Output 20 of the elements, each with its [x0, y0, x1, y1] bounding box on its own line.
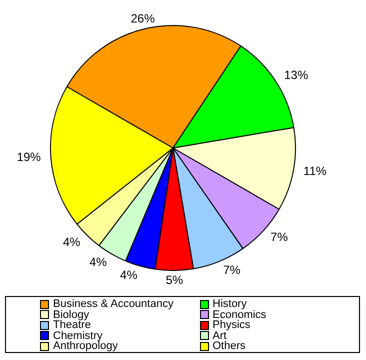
data-label: 7% — [270, 230, 288, 244]
data-label: 4% — [89, 255, 108, 270]
legend-label: Economics — [212, 308, 266, 320]
data-label: 13% — [284, 68, 308, 82]
data-label: 11% — [303, 164, 327, 178]
legend-label: Biology — [53, 308, 90, 320]
legend-label: Business & Accountancy — [53, 298, 174, 310]
legend-label: Theatre — [53, 319, 91, 331]
data-label: 19% — [16, 150, 42, 164]
data-label: 26% — [130, 11, 156, 26]
legend-label: Art — [212, 330, 227, 342]
data-label: 4% — [62, 234, 81, 249]
legend-label: Chemistry — [53, 330, 103, 342]
data-label: 4% — [120, 268, 138, 282]
legend-label: Others — [212, 340, 246, 352]
legend-label: Physics — [212, 319, 250, 331]
data-label: 5% — [166, 272, 184, 287]
legend-label: Anthropology — [53, 340, 118, 352]
data-label: 7% — [223, 262, 241, 277]
legend-label: History — [212, 298, 247, 310]
